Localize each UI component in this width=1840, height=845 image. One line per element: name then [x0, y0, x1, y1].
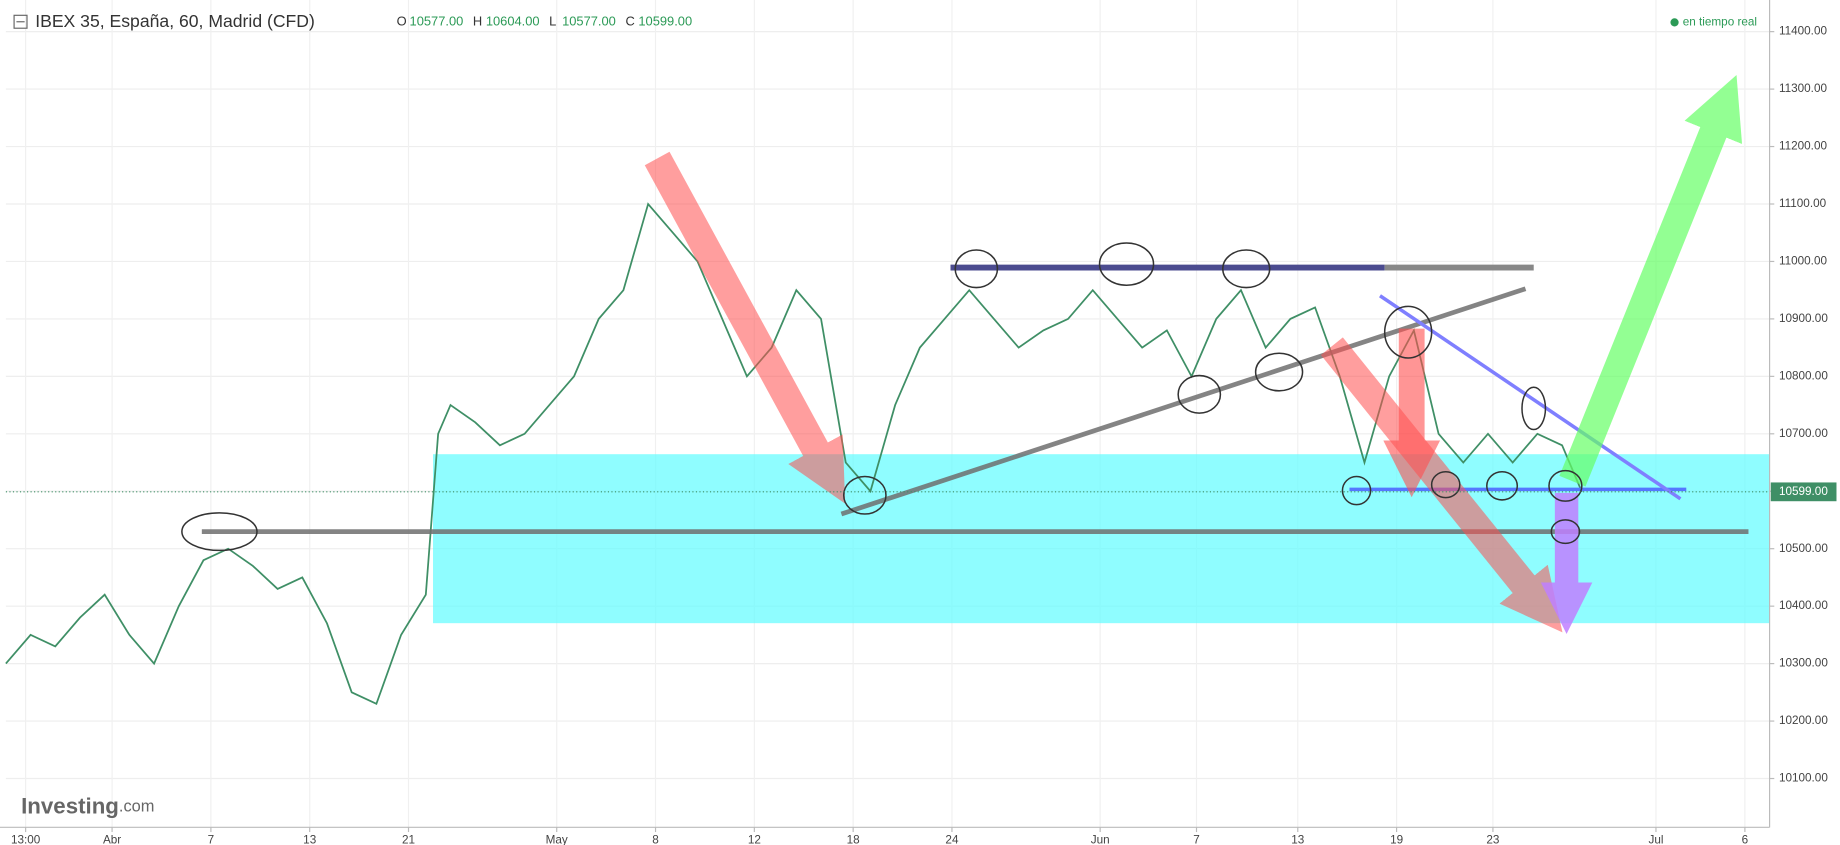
- y-tick-label: 11200.00: [1779, 140, 1827, 153]
- price-line: [5, 202, 1583, 706]
- highlight-circles: [181, 242, 1583, 552]
- trend-line: [840, 286, 1527, 517]
- x-tick-label: Jul: [1648, 833, 1663, 845]
- plot: [5, 202, 1583, 706]
- ohlc-value: 10577.00: [562, 14, 616, 29]
- axes: 10100.00 10200.00 10300.00 10400.00 10500.00…: [5, 25, 1837, 845]
- collapse-button[interactable]: [13, 14, 28, 29]
- ohlc-key: L: [549, 14, 556, 29]
- y-tick-label: 11300.00: [1779, 82, 1827, 95]
- last-price-label: 10599.00: [1779, 485, 1828, 498]
- arrow: [644, 151, 846, 504]
- downtrend-line: [1379, 294, 1682, 501]
- ohlc-legend: O 10577.00 H 10604.00 L 10577.00 C 10599.00: [397, 14, 693, 29]
- x-tick-label: 6: [1742, 833, 1749, 845]
- chart-title: IBEX 35, España, 60, Madrid (CFD): [35, 11, 315, 31]
- y-tick-label: 10200.00: [1779, 714, 1828, 727]
- ohlc-key: O: [397, 14, 407, 29]
- brand: Investing.com: [21, 793, 154, 818]
- brand-suffix: .com: [119, 798, 155, 816]
- y-tick-label: 11400.00: [1779, 25, 1827, 38]
- brand-name: Investing: [21, 793, 119, 818]
- y-tick-label: 10100.00: [1779, 772, 1828, 785]
- x-tick-label: 13: [1291, 833, 1304, 845]
- ohlc-key: H: [473, 14, 482, 29]
- x-tick-label: 13:00: [11, 833, 41, 845]
- y-tick-label: 10900.00: [1779, 312, 1828, 325]
- y-tick-label: 10800.00: [1779, 369, 1828, 382]
- y-tick-label: 10500.00: [1779, 542, 1828, 555]
- ohlc-key: C: [625, 14, 634, 29]
- x-tick-label: 23: [1486, 833, 1499, 845]
- ohlc-value: 10599.00: [638, 14, 692, 29]
- x-tick-label: Jun: [1091, 833, 1110, 845]
- y-tick-label: 10700.00: [1779, 427, 1828, 440]
- y-tick-label: 11000.00: [1779, 255, 1827, 268]
- x-tick-label: 24: [945, 833, 959, 845]
- grid: [5, 0, 1770, 828]
- x-tick-label: 7: [208, 833, 215, 845]
- arrow: [1559, 74, 1743, 487]
- ohlc-value: 10604.00: [486, 14, 540, 29]
- ohlc-value: 10577.00: [410, 14, 464, 29]
- x-tick-label: May: [546, 833, 568, 845]
- status-dot: [1670, 18, 1679, 27]
- x-tick-label: Abr: [103, 833, 121, 845]
- x-tick-label: 18: [847, 833, 861, 845]
- x-tick-label: 13: [303, 833, 316, 845]
- x-tick-label: 19: [1390, 833, 1403, 845]
- status: en tiempo real: [1683, 15, 1757, 28]
- x-tick-label: 12: [748, 833, 761, 845]
- y-tick-label: 10300.00: [1779, 657, 1828, 670]
- annotations: [181, 74, 1749, 634]
- y-tick-label: 10400.00: [1779, 599, 1828, 612]
- x-tick-label: 21: [402, 833, 415, 845]
- x-tick-label: 7: [1193, 833, 1200, 845]
- y-tick-label: 11100.00: [1779, 197, 1827, 210]
- last-price-tag: [1770, 482, 1837, 502]
- x-tick-label: 8: [652, 833, 659, 845]
